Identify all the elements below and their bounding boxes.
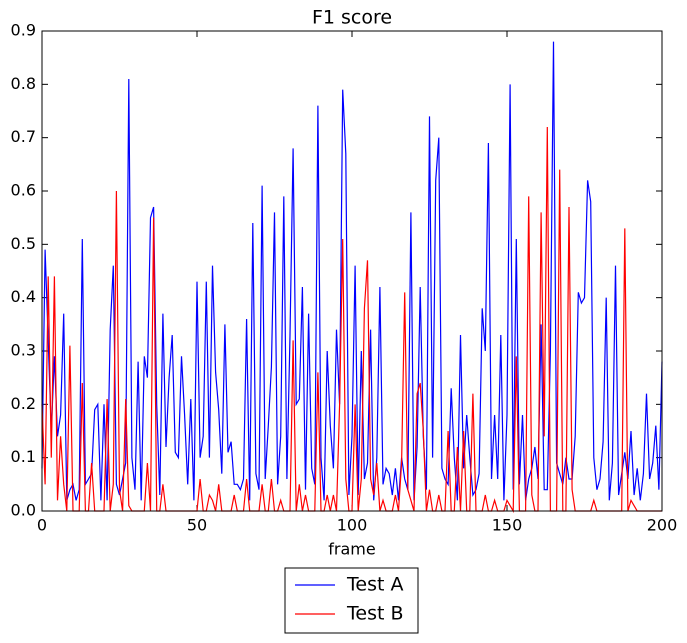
chart-title: F1 score <box>312 7 392 29</box>
y-tick-label: 0.4 <box>11 287 36 306</box>
x-tick-label: 0 <box>37 516 47 535</box>
series-line <box>41 126 662 514</box>
y-tick-label: 0.5 <box>11 234 36 253</box>
x-tick-label: 200 <box>647 516 678 535</box>
y-tick-label: 0.7 <box>11 127 36 146</box>
x-tick-label: 50 <box>187 516 207 535</box>
y-tick-label: 0.3 <box>11 341 36 360</box>
y-tick-label: 0.9 <box>11 21 36 40</box>
legend-label: Test A <box>346 574 403 596</box>
x-tick-label: 100 <box>337 516 368 535</box>
y-tick-label: 0.6 <box>11 181 36 200</box>
legend-box <box>284 567 419 634</box>
plot-frame <box>41 30 663 512</box>
legend-label: Test B <box>346 603 404 625</box>
x-axis-label: frame <box>328 540 375 559</box>
y-tick-label: 0.8 <box>11 74 36 93</box>
y-tick-label: 0.1 <box>11 447 36 466</box>
y-tick-label: 0.0 <box>11 501 36 520</box>
series-line <box>41 41 663 501</box>
y-tick-label: 0.2 <box>11 394 36 413</box>
x-tick-label: 150 <box>492 516 523 535</box>
